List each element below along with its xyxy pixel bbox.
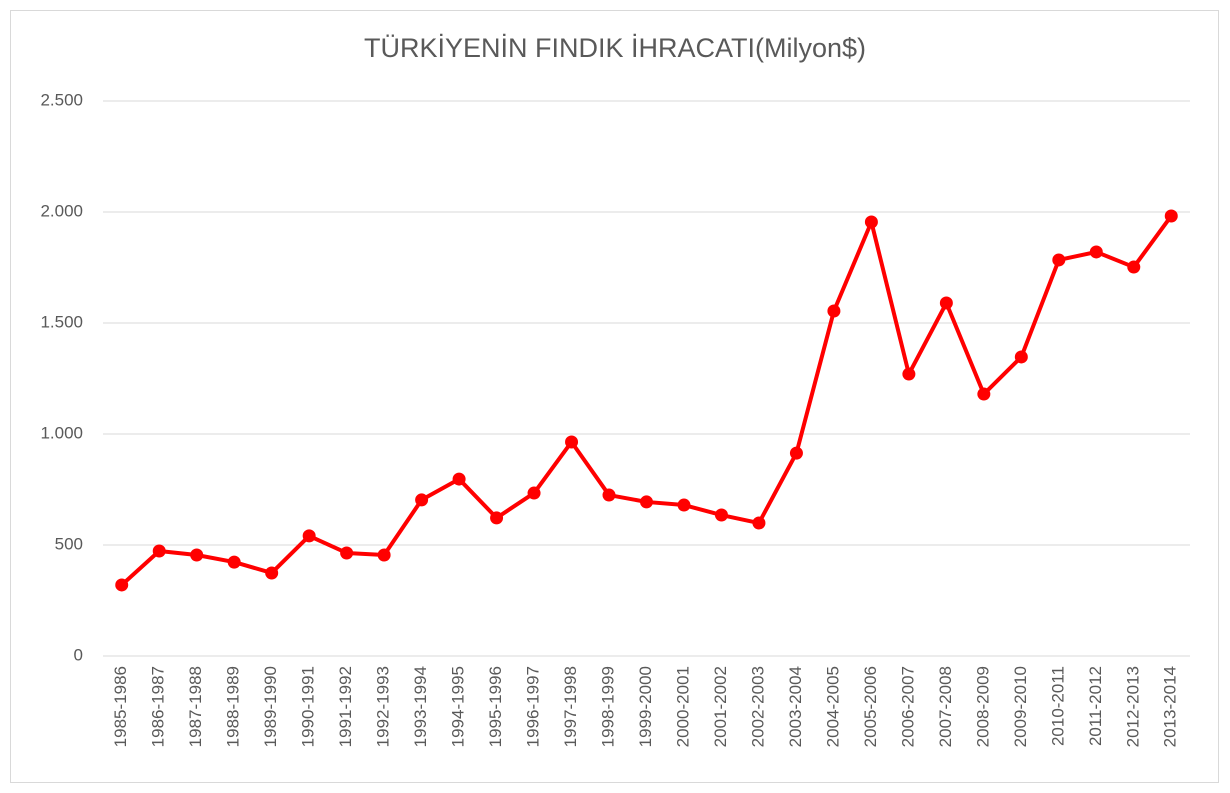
x-tick-label: 1986-1987 <box>149 666 168 747</box>
marker <box>265 566 279 580</box>
marker <box>115 578 129 592</box>
marker <box>902 367 916 381</box>
marker <box>1089 245 1103 259</box>
marker <box>490 511 504 525</box>
x-tick-label: 2008-2009 <box>973 666 992 747</box>
marker <box>939 296 953 310</box>
marker <box>1164 209 1178 223</box>
x-tick-label: 1989-1990 <box>261 666 280 747</box>
x-tick-label: 1996-1997 <box>524 666 543 747</box>
marker <box>752 516 766 530</box>
y-tick-label: 1.500 <box>40 312 83 331</box>
x-tick-label: 2011-2012 <box>1086 666 1105 746</box>
marker <box>677 498 691 512</box>
marker <box>227 555 241 569</box>
marker <box>827 304 841 318</box>
chart-border <box>10 10 1219 783</box>
x-tick-label: 2005-2006 <box>861 666 880 747</box>
x-tick-label: 2007-2008 <box>936 666 955 747</box>
y-tick-label: 500 <box>55 534 83 553</box>
marker <box>527 486 541 500</box>
x-tick-label: 2004-2005 <box>823 666 842 747</box>
marker <box>415 493 429 507</box>
x-tick-label: 1988-1989 <box>224 666 243 747</box>
x-tick-label: 1992-1993 <box>374 666 393 747</box>
marker <box>190 548 204 562</box>
x-tick-label: 1987-1988 <box>186 666 205 747</box>
x-tick-label: 2006-2007 <box>898 666 917 747</box>
x-tick-label: 1991-1992 <box>336 666 355 747</box>
x-tick-label: 1994-1995 <box>449 666 468 747</box>
x-tick-label: 1999-2000 <box>636 666 655 747</box>
x-tick-label: 1985-1986 <box>111 666 130 747</box>
marker <box>1127 260 1141 274</box>
y-tick-label: 2.500 <box>40 90 83 109</box>
marker <box>377 548 391 562</box>
marker <box>1052 253 1066 267</box>
x-tick-label: 1993-1994 <box>411 666 430 747</box>
x-tick-label: 2013-2014 <box>1161 666 1180 747</box>
marker <box>340 546 354 560</box>
x-tick-label: 1995-1996 <box>486 666 505 747</box>
x-tick-label: 2000-2001 <box>673 666 692 747</box>
y-tick-label: 0 <box>74 645 83 664</box>
x-tick-label: 2010-2011 <box>1048 666 1067 746</box>
marker <box>1014 350 1028 364</box>
x-tick-label: 2001-2002 <box>711 666 730 747</box>
x-tick-label: 2003-2004 <box>786 666 805 747</box>
marker <box>640 495 653 509</box>
y-tick-label: 2.000 <box>40 201 83 220</box>
chart-title: TÜRKİYENİN FINDIK İHRACATI(Milyon$) <box>364 32 866 63</box>
marker <box>789 446 803 460</box>
marker <box>302 529 316 543</box>
marker <box>602 488 616 502</box>
marker <box>452 472 466 486</box>
y-tick-label: 1.000 <box>40 423 83 442</box>
x-tick-label: 2009-2010 <box>1011 666 1030 747</box>
x-tick-label: 1990-1991 <box>299 666 318 747</box>
marker <box>565 435 579 449</box>
x-tick-label: 2002-2003 <box>748 666 767 747</box>
x-tick-label: 2012-2013 <box>1123 666 1142 747</box>
marker <box>864 215 878 229</box>
marker <box>714 508 728 522</box>
marker <box>977 387 991 401</box>
marker <box>152 544 166 558</box>
x-tick-label: 1998-1999 <box>599 666 618 747</box>
x-tick-label: 1997-1998 <box>561 666 580 747</box>
